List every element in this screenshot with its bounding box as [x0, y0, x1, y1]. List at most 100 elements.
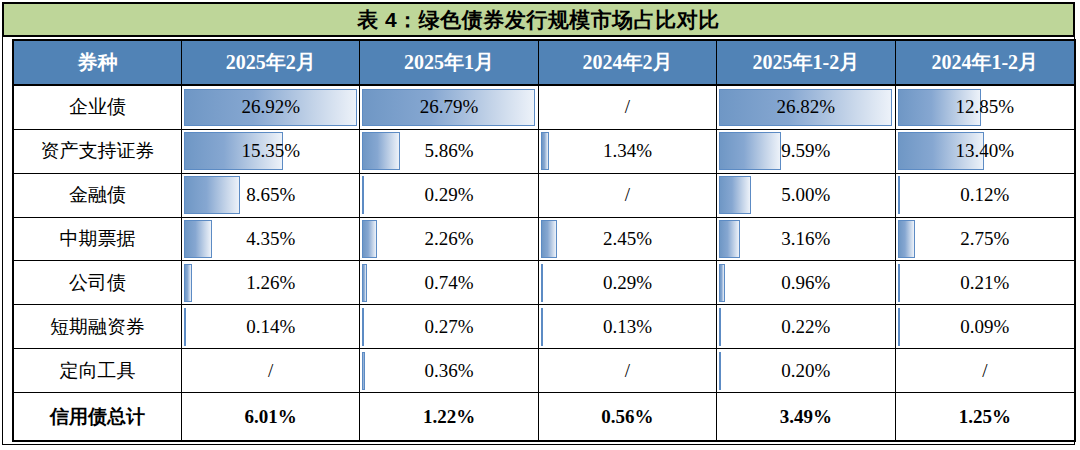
data-bar: [362, 220, 377, 258]
cell-value: 0.20%: [781, 360, 830, 382]
cell-value: 0.56%: [601, 406, 653, 428]
row-label: 信用债总计: [14, 393, 182, 440]
cell-value: 0.22%: [781, 316, 830, 338]
table-cell: /: [539, 86, 717, 130]
data-bar: [362, 264, 367, 302]
cell-value: 2.75%: [960, 228, 1009, 250]
table-cell: 8.65%: [182, 174, 360, 218]
cell-value: 12.85%: [956, 96, 1015, 118]
cell-value: 0.29%: [425, 184, 474, 206]
cell-value: 0.13%: [603, 316, 652, 338]
column-header-period: 2024年2月: [539, 41, 717, 86]
table-cell: 15.35%: [182, 130, 360, 174]
row-label-text: 信用债总计: [50, 404, 145, 430]
data-bar: [898, 308, 900, 346]
row-label: 资产支持证券: [14, 130, 182, 174]
table-title-bar: 表 4：绿色债券发行规模市场占比对比: [2, 2, 1075, 37]
cell-value: 0.36%: [425, 360, 474, 382]
data-bar: [719, 132, 781, 170]
data-bar: [362, 132, 400, 170]
table-cell: 1.22%: [360, 393, 538, 440]
data-bar: [541, 264, 543, 302]
cell-value: 26.82%: [777, 96, 836, 118]
data-bar: [719, 176, 751, 214]
cell-value: 2.26%: [425, 228, 474, 250]
data-bar: [362, 176, 364, 214]
data-bar: [898, 176, 900, 214]
column-header-bond-type: 券种: [14, 41, 182, 86]
data-bar: [719, 308, 721, 346]
cell-value: 1.22%: [423, 406, 475, 428]
data-bar: [362, 352, 364, 390]
cell-value: 4.35%: [246, 228, 295, 250]
column-header-label: 2025年1-2月: [753, 49, 860, 76]
cell-value: 6.01%: [245, 406, 297, 428]
cell-value: 0.74%: [425, 272, 474, 294]
cell-value: /: [625, 96, 630, 118]
row-label-text: 企业债: [69, 94, 126, 120]
table-cell: 0.74%: [360, 261, 538, 305]
table-cell: 0.29%: [539, 261, 717, 305]
table-title: 表 4：绿色债券发行规模市场占比对比: [357, 6, 720, 34]
green-bond-share-table: 券种2025年2月2025年1月2024年2月2025年1-2月2024年1-2…: [12, 39, 1076, 442]
table-cell: 0.29%: [360, 174, 538, 218]
row-label-text: 中期票据: [60, 226, 136, 252]
cell-value: 0.96%: [781, 272, 830, 294]
row-label-text: 短期融资券: [50, 314, 145, 340]
row-label-text: 资产支持证券: [41, 138, 155, 164]
table-cell: 0.22%: [717, 305, 895, 349]
cell-value: /: [625, 360, 630, 382]
data-bar: [184, 176, 240, 214]
data-bar: [541, 220, 557, 258]
table-cell: 5.00%: [717, 174, 895, 218]
table-cell: 1.34%: [539, 130, 717, 174]
table-cell: 0.36%: [360, 349, 538, 393]
table-cell: 0.27%: [360, 305, 538, 349]
table-cell: 2.45%: [539, 218, 717, 262]
table-cell: 0.20%: [717, 349, 895, 393]
column-header-period: 2025年1月: [360, 41, 538, 86]
data-bar: [898, 220, 916, 258]
cell-value: 1.25%: [959, 406, 1011, 428]
table-cell: /: [182, 349, 360, 393]
column-header-label: 2024年2月: [582, 49, 672, 76]
column-header-label: 2025年1月: [404, 49, 494, 76]
table-cell: 0.21%: [896, 261, 1074, 305]
cell-value: 5.00%: [781, 184, 830, 206]
table-cell: 26.79%: [360, 86, 538, 130]
table-cell: 1.26%: [182, 261, 360, 305]
data-bar: [719, 352, 721, 390]
cell-value: 0.09%: [960, 316, 1009, 338]
data-bar: [184, 264, 192, 302]
data-bar: [184, 220, 212, 258]
table-cell: 0.14%: [182, 305, 360, 349]
column-header-period: 2025年1-2月: [717, 41, 895, 86]
table-cell: 0.12%: [896, 174, 1074, 218]
data-bar: [719, 220, 739, 258]
cell-value: 8.65%: [246, 184, 295, 206]
cell-value: 0.21%: [960, 272, 1009, 294]
data-bar: [719, 264, 725, 302]
table-cell: /: [539, 174, 717, 218]
cell-value: 0.12%: [960, 184, 1009, 206]
cell-value: 26.92%: [241, 96, 300, 118]
row-label: 短期融资券: [14, 305, 182, 349]
table-cell: 3.49%: [717, 393, 895, 440]
table-cell: 0.96%: [717, 261, 895, 305]
cell-value: 13.40%: [956, 140, 1015, 162]
cell-value: 0.29%: [603, 272, 652, 294]
data-bar: [362, 308, 364, 346]
data-bar: [541, 308, 543, 346]
data-bar: [898, 264, 900, 302]
column-header-period: 2025年2月: [182, 41, 360, 86]
table-cell: 9.59%: [717, 130, 895, 174]
table-cell: 6.01%: [182, 393, 360, 440]
cell-value: 3.49%: [780, 406, 832, 428]
table-cell: 12.85%: [896, 86, 1074, 130]
cell-value: 5.86%: [425, 140, 474, 162]
row-label-text: 定向工具: [60, 358, 136, 384]
cell-value: /: [982, 360, 987, 382]
row-label-text: 公司债: [69, 270, 126, 296]
cell-value: 0.14%: [246, 316, 295, 338]
row-label: 企业债: [14, 86, 182, 130]
